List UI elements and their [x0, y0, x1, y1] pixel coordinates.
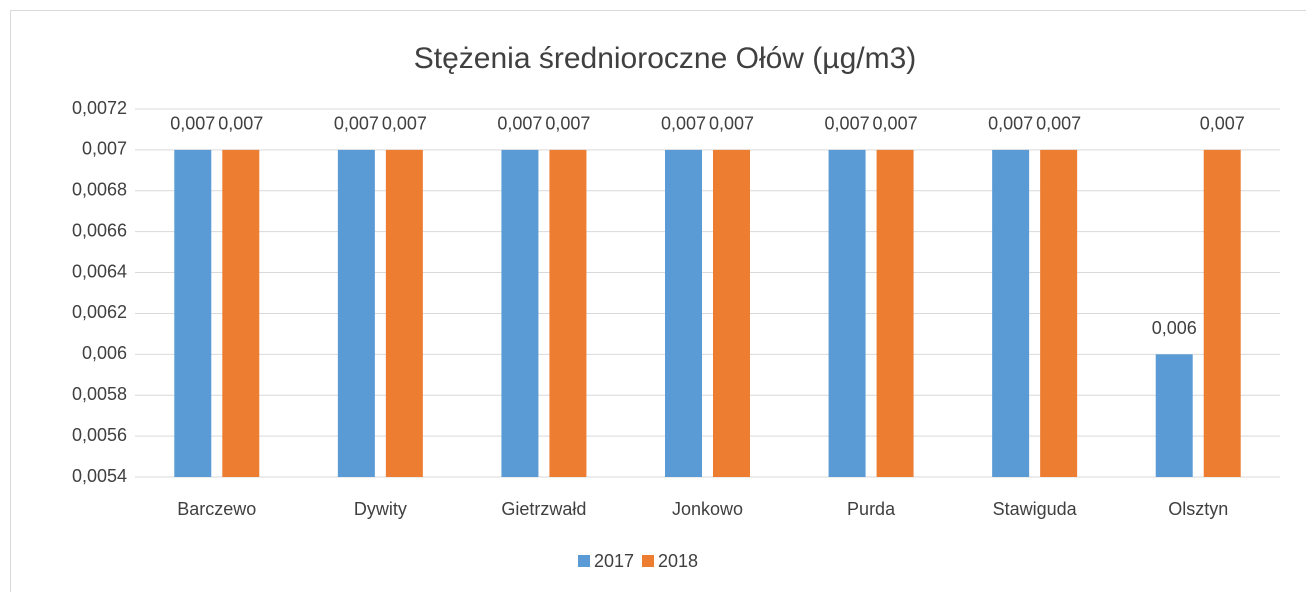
chart-title: Stężenia średnioroczne Ołów (µg/m3): [414, 42, 917, 75]
data-label: 0,007: [218, 114, 263, 134]
data-label: 0,007: [661, 114, 706, 134]
data-label: 0,006: [1152, 318, 1197, 338]
y-tick-label: 0,0056: [72, 425, 127, 445]
x-tick-label: Gietrzwałd: [501, 499, 586, 519]
x-tick-label: Purda: [847, 499, 896, 519]
bar: [1203, 149, 1241, 477]
data-label: 0,007: [545, 114, 590, 134]
y-tick-label: 0,0062: [72, 302, 127, 322]
bar: [222, 149, 260, 477]
x-tick-label: Dywity: [354, 499, 407, 519]
bar: [876, 149, 914, 477]
bar: [174, 149, 212, 477]
data-label: 0,007: [709, 114, 754, 134]
bar: [828, 149, 866, 477]
legend-label: 2018: [658, 551, 698, 571]
x-tick-label: Jonkowo: [672, 499, 743, 519]
bar: [1040, 149, 1078, 477]
y-tick-label: 0,0058: [72, 384, 127, 404]
data-label: 0,007: [382, 114, 427, 134]
bar: [665, 149, 702, 477]
y-tick-label: 0,0072: [72, 98, 127, 118]
legend-swatch: [642, 555, 654, 567]
data-label: 0,007: [988, 114, 1033, 134]
data-label: 0,007: [873, 114, 918, 134]
x-tick-label: Stawiguda: [993, 499, 1078, 519]
data-label: 0,007: [1036, 114, 1081, 134]
legend-swatch: [578, 555, 590, 567]
legend-label: 2017: [594, 551, 634, 571]
y-tick-label: 0,007: [82, 139, 127, 159]
bar: [337, 149, 375, 477]
data-label: 0,007: [170, 114, 215, 134]
y-tick-label: 0,0068: [72, 180, 127, 200]
data-label: 0,007: [497, 114, 542, 134]
y-tick-label: 0,006: [82, 343, 127, 363]
data-label: 0,007: [334, 114, 379, 134]
bar: [1155, 354, 1193, 477]
y-tick-label: 0,0064: [72, 261, 127, 281]
x-tick-label: Barczewo: [177, 499, 256, 519]
bar: [549, 149, 587, 477]
y-tick-label: 0,0054: [72, 466, 127, 486]
x-tick-label: Olsztyn: [1168, 499, 1228, 519]
bar: [992, 149, 1030, 477]
bar: [385, 149, 423, 477]
y-tick-label: 0,0066: [72, 220, 127, 240]
data-label: 0,007: [825, 114, 870, 134]
bar: [501, 149, 539, 477]
bar: [713, 149, 750, 477]
data-label: 0,007: [1200, 114, 1245, 134]
